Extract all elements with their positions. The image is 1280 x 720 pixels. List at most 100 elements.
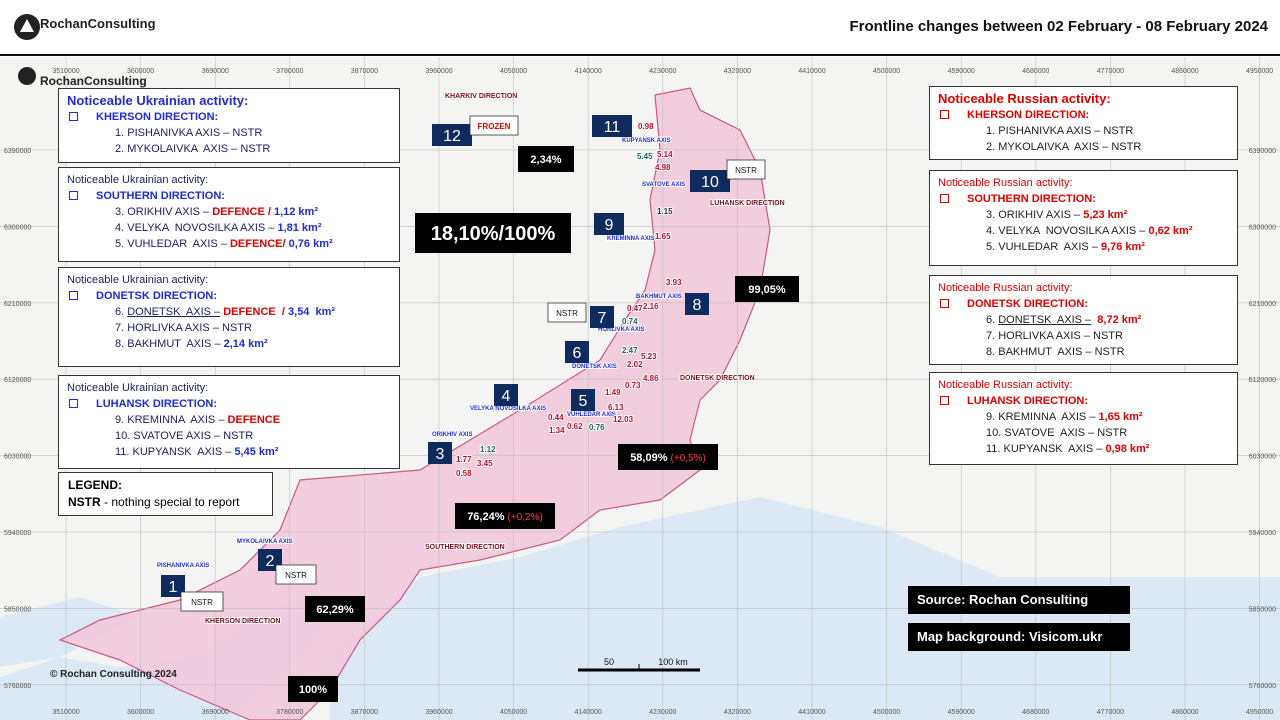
item-text: 5,45 km² <box>234 446 279 458</box>
axis-marker-label: 3 <box>436 446 445 463</box>
map-brand: RochanConsulting <box>40 74 147 88</box>
copyright: © Rochan Consulting 2024 <box>50 669 177 680</box>
gain-value: 12.03 <box>613 415 634 424</box>
percent-value: 2,34% <box>530 154 561 166</box>
item-text: 6. <box>986 314 999 326</box>
scale-label: 50 <box>604 657 614 667</box>
grid-label: 3780000 <box>276 709 303 716</box>
percent-box <box>288 676 338 702</box>
item-text: 1,65 km² <box>1098 411 1143 423</box>
percent-value: 99,05% <box>748 284 786 296</box>
activity-panel: Noticeable Ukrainian activity: DONETSK DI… <box>58 267 400 367</box>
occupied-area <box>58 87 771 720</box>
grid-label: 4950000 <box>1246 709 1273 716</box>
grid-label: 3690000 <box>202 68 229 75</box>
percent-box-text: 76,24% (+0,2%) <box>467 511 543 523</box>
direction-label: DONETSK DIRECTION: <box>96 290 217 302</box>
axis-marker <box>590 306 614 328</box>
gain-value: 4.98 <box>655 163 671 172</box>
item-text: 8,72 km² <box>1097 314 1142 326</box>
item-text: 9,76 km² <box>1100 241 1145 253</box>
item-text: 2,14 km² <box>223 338 268 350</box>
place-label: DONETSK AXIS <box>572 364 617 370</box>
panel-direction: LUHANSK DIRECTION: <box>67 396 391 412</box>
gain-value: 0.47 <box>627 304 643 313</box>
panel-direction: SOUTHERN DIRECTION: <box>67 188 391 204</box>
header: RochanConsulting Frontline changes betwe… <box>0 0 1280 56</box>
gain-value: 3.93 <box>666 278 682 287</box>
gain-value: 1.34 <box>549 426 565 435</box>
gain-value: 5.23 <box>641 352 657 361</box>
grid-label: 4860000 <box>1171 709 1198 716</box>
axis-marker-label: 8 <box>693 297 702 314</box>
direction-label: SOUTHERN DIRECTION: <box>967 193 1096 205</box>
axis-marker-label: 12 <box>443 128 461 145</box>
item-text: 1. PISHANIVKA AXIS – NSTR <box>986 125 1134 137</box>
gain-value: 0.76 <box>589 423 605 432</box>
percent-value: 100% <box>299 684 327 696</box>
direction-label: KHERSON DIRECTION: <box>967 109 1090 121</box>
grid-label: 5940000 <box>4 530 31 537</box>
item-text: 7. HORLIVKA AXIS – NSTR <box>115 322 252 334</box>
grid-label: 4770000 <box>1097 68 1124 75</box>
direction-label: KHERSON DIRECTION: <box>96 111 219 123</box>
axis-item: 2. MYKOLAIVKA AXIS – NSTR <box>67 141 391 157</box>
grid-label: 3870000 <box>351 68 378 75</box>
item-text: DEFENCE / <box>212 206 274 218</box>
grid-label: 3780000 <box>276 68 303 75</box>
axis-item: 10. SVATOVE AXIS – NSTR <box>938 425 1229 441</box>
axis-item: 8. BAKHMUT AXIS – 2,14 km² <box>67 336 391 352</box>
axis-marker <box>565 341 589 363</box>
legend-key: NSTR <box>68 495 101 509</box>
panel-direction: DONETSK DIRECTION: <box>938 296 1229 312</box>
item-text: DONETSK AXIS – <box>127 306 221 318</box>
axis-marker <box>428 442 452 464</box>
panel-heading: Noticeable Russian activity: <box>938 177 1073 189</box>
activity-panel: Noticeable Russian activity: DONETSK DIRE… <box>929 275 1238 365</box>
grid-label: 5760000 <box>4 683 31 690</box>
place-label: BAKHMUT AXIS <box>636 294 682 300</box>
item-text: 3,54 km² <box>288 306 336 318</box>
grid-label: 4590000 <box>948 709 975 716</box>
place-label: DONETSK DIRECTION <box>680 375 755 382</box>
grid-label: 3510000 <box>52 68 79 75</box>
status-tag-label: FROZEN <box>478 122 511 131</box>
item-text: 2. MYKOLAIVKA AXIS – NSTR <box>115 143 271 155</box>
percent-box-text: 58,09% (+0,5%) <box>630 452 706 464</box>
axis-item: 11. KUPYANSK AXIS – 0,98 km² <box>938 441 1229 457</box>
grid-label: 4410000 <box>798 709 825 716</box>
axis-marker-label: 5 <box>579 393 588 410</box>
axis-item: 8. BAKHMUT AXIS – NSTR <box>938 344 1229 360</box>
grid-label: 4770000 <box>1097 709 1124 716</box>
percent-box <box>518 146 574 172</box>
gain-value: 1.77 <box>456 455 472 464</box>
axis-marker-label: 6 <box>573 345 582 362</box>
grid-label: 6030000 <box>1249 454 1276 461</box>
axis-item: 5. VUHLEDAR AXIS – DEFENCE/ 0,76 km² <box>67 236 391 252</box>
grid-label: 4230000 <box>649 709 676 716</box>
panel-heading: Noticeable Russian activity: <box>938 91 1111 106</box>
axis-marker <box>592 115 632 137</box>
grid-label: 6120000 <box>4 377 31 384</box>
grid-label: 4050000 <box>500 68 527 75</box>
percent-box <box>735 276 799 302</box>
item-text: 6. <box>115 306 128 318</box>
grid-label: 5850000 <box>1249 606 1276 613</box>
gain-value: 1.12 <box>480 445 496 454</box>
grid-label: 4230000 <box>649 68 676 75</box>
item-text: DEFENCE <box>220 306 279 318</box>
item-text: 0,98 km² <box>1105 443 1150 455</box>
checkbox-icon <box>940 299 949 308</box>
place-label: KHERSON DIRECTION <box>205 618 280 625</box>
grid-label: 4680000 <box>1022 709 1049 716</box>
grid-label: 4320000 <box>724 68 751 75</box>
percent-value: 76,24% <box>467 511 505 523</box>
place-label: SOUTHERN DIRECTION <box>425 544 505 551</box>
item-text: 4. VELYKA NOVOSILKA AXIS – <box>115 222 278 234</box>
grid-label: 6390000 <box>1249 148 1276 155</box>
axis-marker <box>690 170 730 192</box>
logo <box>14 14 40 40</box>
place-label: PISHANIVKA AXIS <box>157 563 209 569</box>
gain-value: 0.58 <box>456 469 472 478</box>
